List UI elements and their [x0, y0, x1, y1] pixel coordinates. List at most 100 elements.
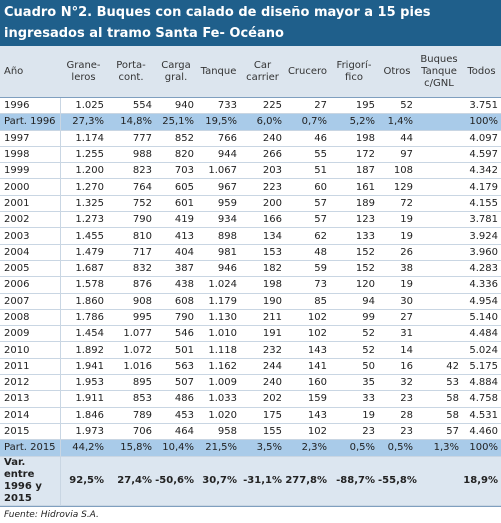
- table-row: 2006 1.578 876 438 1.024 198 73 120 19 4.336: [0, 276, 501, 294]
- header-line: Buques: [420, 53, 458, 65]
- cell: 143: [285, 341, 330, 359]
- cell: 4.884: [462, 374, 501, 392]
- cell: 1.273: [60, 211, 107, 229]
- cell: 32: [378, 374, 416, 392]
- cell: 25,1%: [155, 113, 197, 131]
- cell: -88,7%: [330, 456, 378, 506]
- cell: 4.758: [462, 390, 501, 408]
- table-row: 2014 1.846 789 453 1.020 175 143 19 28 58 4.531: [0, 407, 501, 424]
- cell: 1.454: [60, 325, 107, 343]
- cell: 19,5%: [197, 113, 240, 131]
- source-note: Fuente: Hidrovia S.A.: [0, 505, 501, 523]
- cell: 501: [155, 341, 197, 359]
- cell: 200: [240, 195, 285, 213]
- empty-cell: [416, 325, 462, 343]
- row-label: 2011: [0, 358, 61, 376]
- row-label: 2004: [0, 244, 61, 261]
- cell: 0,5%: [378, 439, 416, 457]
- row-label: 2000: [0, 178, 61, 196]
- cell: 175: [240, 407, 285, 424]
- cell: 27: [285, 97, 330, 115]
- header-line: Tanque: [421, 65, 457, 77]
- column-header: Buques Tanque c/GNL: [416, 46, 462, 98]
- cell: 23: [330, 423, 378, 441]
- table-title: Cuadro N°2. Buques con calado de diseño …: [0, 0, 501, 46]
- row-label: 2009: [0, 325, 61, 343]
- row-label: 1998: [0, 146, 61, 164]
- header-line: fico: [345, 71, 363, 83]
- cell: 223: [240, 178, 285, 196]
- row-label: 2002: [0, 211, 61, 229]
- cell: 102: [285, 309, 330, 327]
- cell: 159: [285, 390, 330, 408]
- cell: 108: [378, 162, 416, 180]
- cell: 30: [378, 293, 416, 310]
- column-header: Carga gral.: [155, 46, 197, 98]
- header-row: Año Grane-leros Porta-cont. Carga gral. Tanqu…: [0, 46, 501, 98]
- header-line: Carga: [161, 59, 191, 71]
- cell: 1.892: [60, 341, 107, 359]
- cell: 27,4%: [107, 456, 155, 506]
- table-row: 1999 1.200 823 703 1.067 203 51 187 108 4.342: [0, 162, 501, 180]
- cell: 958: [197, 423, 240, 441]
- cell: 5.175: [462, 358, 501, 376]
- cell: 14: [378, 341, 416, 359]
- cell: 143: [285, 407, 330, 424]
- cell: 1.118: [197, 341, 240, 359]
- row-label: 2007: [0, 293, 61, 310]
- cell: 42: [416, 358, 462, 376]
- cell: 820: [155, 146, 197, 164]
- empty-cell: [416, 178, 462, 196]
- empty-cell: [416, 309, 462, 327]
- cell: 1.325: [60, 195, 107, 213]
- cell: 944: [197, 146, 240, 164]
- cell: 706: [107, 423, 155, 441]
- cell: 4.531: [462, 407, 501, 424]
- row-label: 2014: [0, 407, 61, 424]
- cell: 810: [107, 227, 155, 245]
- table-row: 2001 1.325 752 601 959 200 57 189 72 4.155: [0, 195, 501, 213]
- cell: 777: [107, 130, 155, 147]
- header-line: Frigorí-: [336, 59, 372, 71]
- empty-cell: [416, 293, 462, 310]
- table-row: 2015 1.973 706 464 958 155 102 23 23 57 4.460: [0, 423, 501, 441]
- cell: 464: [155, 423, 197, 441]
- header-line: Crucero: [287, 65, 328, 77]
- cell: 92,5%: [60, 456, 107, 506]
- header-line: Otros: [383, 65, 411, 77]
- cell: 1.179: [197, 293, 240, 310]
- header-line: cont.: [118, 71, 144, 83]
- cell: 23: [378, 423, 416, 441]
- cell: 4.283: [462, 260, 501, 278]
- cell: 1.009: [197, 374, 240, 392]
- row-label: 2003: [0, 227, 61, 245]
- data-table: Año Grane-leros Porta-cont. Carga gral. Tanqu…: [0, 46, 501, 506]
- cell: 198: [240, 276, 285, 294]
- cell: 152: [330, 244, 378, 261]
- cell: 419: [155, 211, 197, 229]
- cell: 832: [107, 260, 155, 278]
- column-header: Otros: [378, 46, 416, 98]
- cell: 934: [197, 211, 240, 229]
- cell: 988: [107, 146, 155, 164]
- header-line: Año: [4, 65, 24, 77]
- cell: 19: [378, 276, 416, 294]
- cell: 15,8%: [107, 439, 155, 457]
- cell: 58: [416, 390, 462, 408]
- cell: 155: [240, 423, 285, 441]
- header-line: gral.: [164, 71, 188, 83]
- header-line: Grane-: [66, 59, 101, 71]
- cell: 0,7%: [285, 113, 330, 131]
- cell: 203: [240, 162, 285, 180]
- cell: 790: [155, 309, 197, 327]
- cell: 1.130: [197, 309, 240, 327]
- cell: 97: [378, 146, 416, 164]
- cell: 1.024: [197, 276, 240, 294]
- row-label: 2005: [0, 260, 61, 278]
- cell: -31,1%: [240, 456, 285, 506]
- cell: 4.097: [462, 130, 501, 147]
- table-row: 2007 1.860 908 608 1.179 190 85 94 30 4.954: [0, 293, 501, 310]
- cell: 123: [330, 211, 378, 229]
- cell: 19: [330, 407, 378, 424]
- cell: 853: [107, 390, 155, 408]
